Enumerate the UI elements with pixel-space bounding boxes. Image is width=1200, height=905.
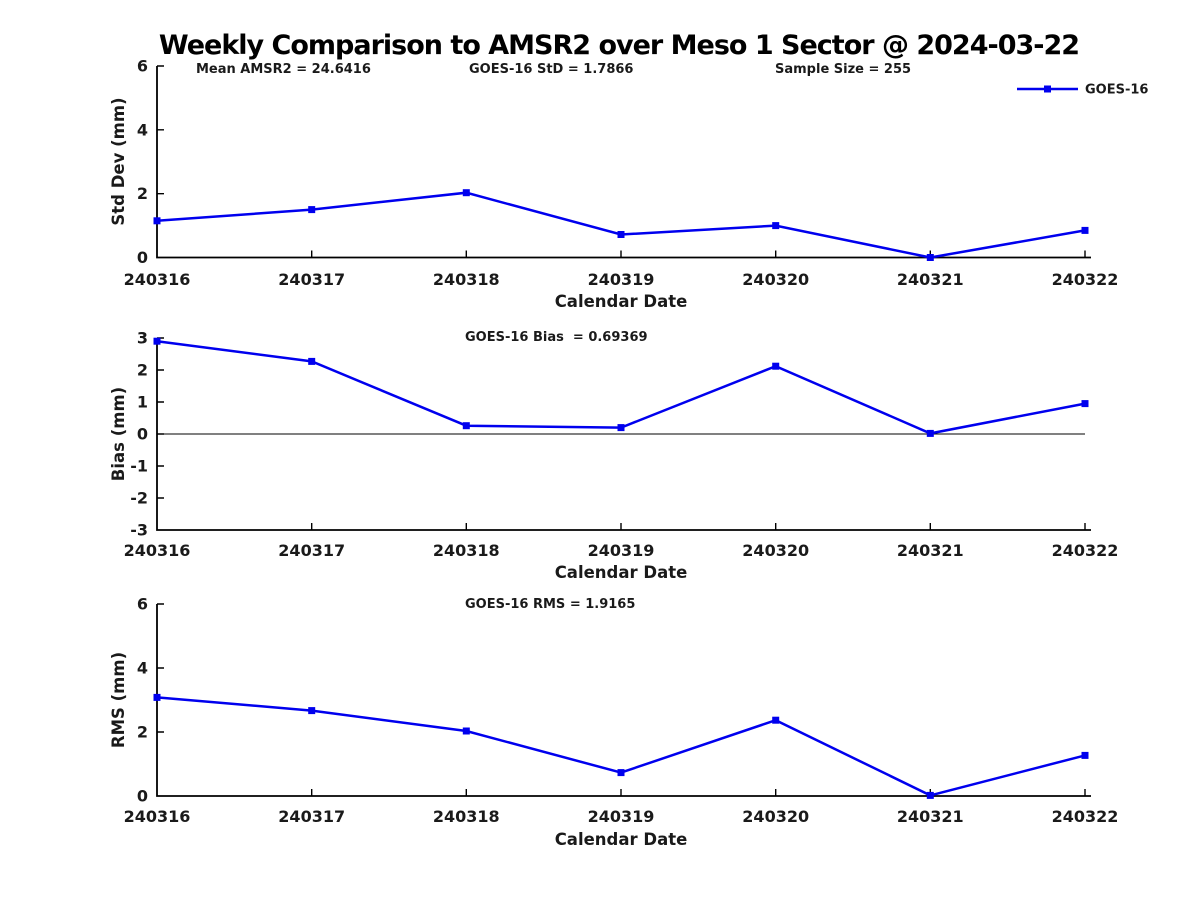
data-point-marker — [153, 337, 161, 345]
series-goes16-rms — [153, 693, 1089, 799]
y-axis-label-stddev: Std Dev (mm) — [109, 97, 128, 225]
y-axis-label-rms: RMS (mm) — [109, 652, 128, 748]
data-point-marker — [926, 254, 934, 261]
data-point-marker — [617, 231, 625, 238]
y-tick-label: 3 — [137, 329, 148, 348]
data-point-marker — [462, 422, 470, 430]
x-axis-label: Calendar Date — [555, 292, 688, 311]
x-tick-label: 240319 — [588, 541, 655, 560]
goes16-line — [156, 339, 1086, 435]
data-point-marker — [926, 429, 934, 437]
goes16-line — [156, 696, 1086, 797]
subplot-rms: GOES-16 RMS = 1.9165 0 2 4 6 240316 2403… — [109, 595, 1118, 850]
y-tick-label: -1 — [130, 457, 148, 476]
data-point-marker — [772, 222, 780, 230]
data-point-marker — [462, 189, 470, 197]
x-axis-label: Calendar Date — [555, 830, 688, 849]
chart-title: Weekly Comparison to AMSR2 over Meso 1 S… — [159, 30, 1079, 61]
annotation-goes16-rms: GOES-16 RMS = 1.9165 — [465, 597, 635, 612]
x-tick-label: 240317 — [278, 541, 345, 560]
x-tick-label: 240318 — [433, 270, 500, 289]
x-tick-label: 240316 — [124, 270, 191, 289]
tick-marks — [157, 603, 1086, 796]
x-tick-label: 240316 — [124, 807, 191, 826]
data-point-marker — [1081, 226, 1089, 234]
x-tick-label: 240320 — [742, 541, 809, 560]
x-tick-label: 240322 — [1052, 807, 1119, 826]
x-tick-label: 240320 — [742, 807, 809, 826]
y-tick-label: -2 — [130, 489, 148, 508]
y-tick-label: 4 — [137, 659, 148, 678]
y-tick-label: 6 — [137, 57, 148, 76]
y-tick-label: 6 — [137, 595, 148, 614]
subplot-stddev: Mean AMSR2 = 24.6416 GOES-16 StD = 1.786… — [109, 57, 1148, 312]
annotation-goes16-bias: GOES-16 Bias = 0.69369 — [465, 330, 648, 345]
x-tick-label: 240319 — [588, 270, 655, 289]
x-tick-label: 240319 — [588, 807, 655, 826]
subplot-bias: GOES-16 Bias = 0.69369 -3 -2 -1 0 1 2 3 … — [109, 329, 1118, 583]
annotation-goes16-std: GOES-16 StD = 1.7866 — [469, 62, 633, 77]
data-point-marker — [772, 362, 780, 370]
y-tick-label: 2 — [137, 723, 148, 742]
annotation-mean-amsr2: Mean AMSR2 = 24.6416 — [196, 62, 371, 77]
data-point-marker — [153, 693, 161, 701]
data-point-marker — [462, 727, 470, 735]
data-point-marker — [308, 206, 316, 214]
legend-label: GOES-16 — [1085, 83, 1148, 98]
x-tick-label: 240318 — [433, 541, 500, 560]
y-axis-label-bias: Bias (mm) — [109, 387, 128, 481]
tick-marks — [157, 65, 1086, 258]
x-tick-label: 240322 — [1052, 541, 1119, 560]
x-tick-label: 240321 — [897, 270, 964, 289]
goes16-line — [156, 191, 1086, 259]
x-axis-label: Calendar Date — [555, 563, 688, 582]
legend-marker-icon — [1044, 85, 1051, 93]
y-tick-label: 2 — [137, 361, 148, 380]
y-tick-label: 2 — [137, 184, 148, 203]
data-point-marker — [617, 769, 625, 777]
x-tick-label: 240317 — [278, 807, 345, 826]
x-tick-label: 240321 — [897, 807, 964, 826]
data-point-marker — [1081, 400, 1089, 408]
y-tick-label: 0 — [137, 787, 148, 806]
axes-rms — [156, 604, 1091, 797]
x-tick-label: 240317 — [278, 270, 345, 289]
x-tick-label: 240321 — [897, 541, 964, 560]
y-tick-label: 4 — [137, 120, 148, 139]
data-point-marker — [308, 357, 316, 365]
axes-stddev — [156, 66, 1091, 259]
data-point-marker — [308, 707, 316, 715]
x-tick-label: 240316 — [124, 541, 191, 560]
annotation-sample-size: Sample Size = 255 — [775, 62, 911, 77]
legend: GOES-16 — [1017, 83, 1148, 98]
y-tick-label: -3 — [130, 521, 148, 540]
x-tick-label: 240322 — [1052, 270, 1119, 289]
y-tick-label: 0 — [137, 248, 148, 267]
x-tick-label: 240320 — [742, 270, 809, 289]
data-point-marker — [926, 791, 934, 799]
y-tick-label: 1 — [137, 393, 148, 412]
series-goes16-bias — [153, 337, 1089, 437]
x-tick-label: 240318 — [433, 807, 500, 826]
y-tick-label: 0 — [137, 425, 148, 444]
data-point-marker — [772, 716, 780, 724]
data-point-marker — [617, 424, 625, 432]
data-point-marker — [1081, 751, 1089, 759]
series-goes16-stddev — [153, 189, 1089, 261]
data-point-marker — [153, 217, 161, 225]
